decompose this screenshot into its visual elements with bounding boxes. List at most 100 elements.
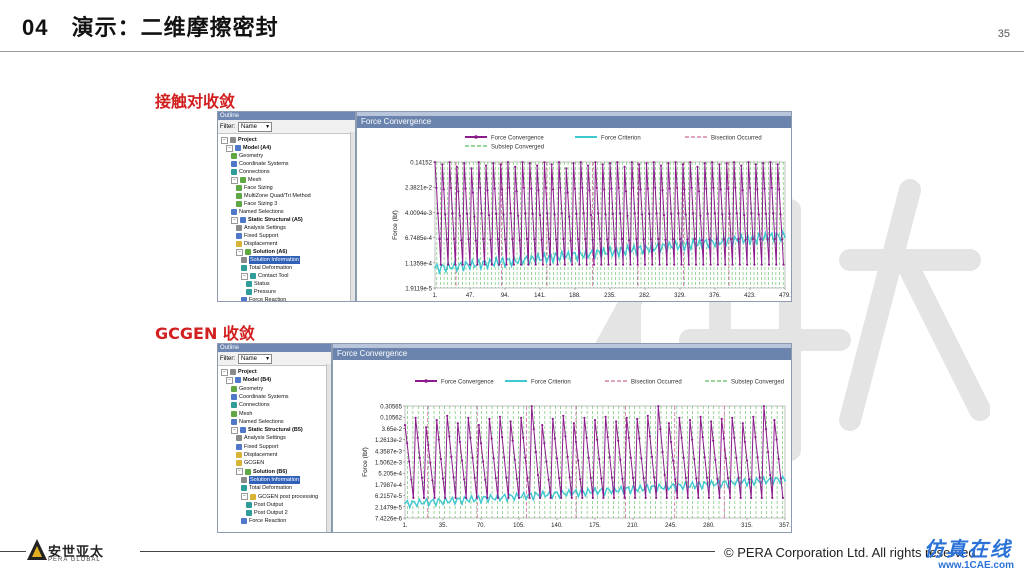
tree-item-geometry[interactable]: Geometry bbox=[231, 152, 263, 160]
tree-item-solution-information[interactable]: Solution Information bbox=[241, 256, 300, 264]
force-convergence-point bbox=[454, 263, 457, 266]
filter-dropdown[interactable]: Name ▼ bbox=[238, 353, 273, 364]
tree-item-displacement[interactable]: Displacement bbox=[236, 451, 277, 459]
tree-item-displacement[interactable]: Displacement bbox=[236, 240, 277, 248]
x-tick-label: 479. bbox=[779, 293, 791, 299]
tree-item-project[interactable]: − Project bbox=[221, 136, 257, 144]
force-convergence-point bbox=[471, 456, 474, 459]
force-convergence-point bbox=[638, 163, 641, 166]
force-convergence-point bbox=[667, 422, 670, 425]
tree-item-gcgen[interactable]: GCGEN bbox=[236, 459, 264, 467]
force-convergence-point bbox=[480, 212, 483, 215]
tree-item-total-deformation[interactable]: Total Deformation bbox=[241, 484, 292, 492]
tree-item-force-reaction[interactable]: Force Reaction bbox=[241, 296, 287, 302]
collapse-toggle-icon[interactable]: − bbox=[221, 368, 228, 376]
tree-item-named-selections[interactable]: Named Selections bbox=[231, 208, 284, 216]
collapse-toggle-icon[interactable]: − bbox=[241, 493, 248, 500]
tree-item-gcgen-post-processing[interactable]: − GCGEN post processing bbox=[241, 493, 318, 501]
force-convergence-point bbox=[722, 437, 725, 440]
force-convergence-point bbox=[751, 237, 754, 241]
force-convergence-point bbox=[572, 422, 575, 425]
tree-item-post-output[interactable]: Post Output bbox=[246, 501, 283, 509]
tree-item-contact-tool[interactable]: − Contact Tool bbox=[241, 272, 288, 280]
site-url[interactable]: www.1CAE.com bbox=[938, 560, 1014, 571]
tree-item-mesh[interactable]: Mesh bbox=[231, 410, 252, 418]
tree-item-label: Displacement bbox=[244, 452, 278, 458]
analysis-settings-icon bbox=[236, 435, 242, 442]
tree-item-face-sizing-3[interactable]: Face Sizing 3 bbox=[236, 200, 277, 208]
force-criterion-point bbox=[543, 252, 546, 255]
y-tick-label: 1.5062e-3 bbox=[375, 461, 403, 467]
force-convergence-point bbox=[606, 436, 609, 439]
force-convergence-point bbox=[509, 420, 512, 423]
tree-item-coordinate-systems[interactable]: Coordinate Systems bbox=[231, 160, 289, 168]
outline-scrollbar[interactable] bbox=[326, 364, 331, 532]
collapse-toggle-icon[interactable]: − bbox=[231, 176, 238, 184]
collapse-toggle-icon[interactable]: − bbox=[236, 248, 243, 256]
force-convergence-point bbox=[744, 238, 747, 241]
tree-item-static-structural-b5[interactable]: − Static Structural (B5) bbox=[231, 426, 303, 434]
collapse-toggle-icon[interactable]: − bbox=[221, 136, 228, 144]
tree-item-face-sizing[interactable]: Face Sizing bbox=[236, 184, 273, 192]
tree-item-label: Force Reaction bbox=[249, 297, 287, 302]
tree-item-force-reaction[interactable]: Force Reaction bbox=[241, 517, 286, 525]
tree-item-fixed-support[interactable]: Fixed Support bbox=[236, 443, 278, 451]
force-convergence-point bbox=[502, 213, 505, 216]
collapse-toggle-icon[interactable]: − bbox=[226, 144, 233, 152]
force-convergence-point bbox=[531, 212, 534, 215]
tree-item-status[interactable]: Status bbox=[246, 280, 270, 288]
tree-item-solution-a6[interactable]: − Solution (A6) bbox=[236, 248, 287, 256]
tree-item-project[interactable]: − Project bbox=[221, 368, 257, 376]
tree-item-named-selections[interactable]: Named Selections bbox=[231, 418, 284, 426]
tree-item-solution-b6[interactable]: − Solution (B6) bbox=[236, 468, 287, 476]
force-convergence-point bbox=[505, 476, 508, 479]
force-convergence-point bbox=[648, 212, 651, 215]
force-criterion-point bbox=[646, 484, 649, 486]
force-criterion-point bbox=[660, 486, 663, 489]
tree-item-static-structural-a5[interactable]: − Static Structural (A5) bbox=[231, 216, 303, 224]
tree-item-model-b4[interactable]: − Model (B4) bbox=[226, 376, 271, 384]
collapse-toggle-icon[interactable]: − bbox=[231, 426, 238, 434]
force-criterion-point bbox=[473, 266, 476, 268]
tree-item-multizone-quad-tri-method[interactable]: MultiZone Quad/Tri Method bbox=[236, 192, 311, 200]
tree-item-mesh[interactable]: − Mesh bbox=[231, 176, 261, 184]
force-convergence-point bbox=[712, 439, 715, 442]
command-icon bbox=[250, 493, 256, 500]
tree-item-label: Displacement bbox=[244, 241, 278, 247]
force-convergence-point bbox=[597, 212, 600, 215]
tree-item-fixed-support[interactable]: Fixed Support bbox=[236, 232, 278, 240]
force-convergence-point bbox=[737, 237, 740, 241]
tree-item-coordinate-systems[interactable]: Coordinate Systems bbox=[231, 393, 289, 401]
tree-item-pressure[interactable]: Pressure bbox=[246, 288, 276, 296]
tree-item-solution-information[interactable]: Solution Information bbox=[241, 475, 300, 484]
tree-item-total-deformation[interactable]: Total Deformation bbox=[241, 264, 292, 272]
force-convergence-point bbox=[551, 417, 554, 420]
tree-item-connections[interactable]: Connections bbox=[231, 168, 270, 176]
tree-item-label: Mesh bbox=[239, 410, 253, 417]
tree-item-analysis-settings[interactable]: Analysis Settings bbox=[236, 434, 286, 442]
force-convergence-point bbox=[691, 438, 694, 441]
force-convergence-point bbox=[772, 212, 775, 215]
tree-item-model-a4[interactable]: − Model (A4) bbox=[226, 144, 271, 152]
force-convergence-point bbox=[681, 163, 684, 166]
force-convergence-point bbox=[429, 461, 432, 464]
tree-item-geometry[interactable]: Geometry bbox=[231, 385, 263, 393]
force-criterion-point bbox=[608, 488, 611, 491]
force-criterion-point bbox=[522, 491, 525, 494]
solution-information-icon bbox=[241, 476, 247, 483]
collapse-toggle-icon[interactable]: − bbox=[226, 376, 233, 384]
collapse-toggle-icon[interactable]: − bbox=[231, 216, 238, 224]
force-convergence-point bbox=[589, 476, 592, 479]
force-convergence-point bbox=[724, 457, 727, 460]
tree-item-analysis-settings[interactable]: Analysis Settings bbox=[236, 224, 286, 232]
collapse-toggle-icon[interactable]: − bbox=[236, 468, 243, 476]
y-tick-label: 0.14152 bbox=[410, 161, 432, 167]
outline-scrollbar[interactable] bbox=[350, 132, 355, 301]
tree-item-connections[interactable]: Connections bbox=[231, 401, 270, 409]
tree-item-post-output-2[interactable]: Post Output 2 bbox=[246, 509, 288, 517]
legend-label: Bisection Occurred bbox=[711, 136, 762, 142]
filter-dropdown[interactable]: Name ▼ bbox=[238, 121, 273, 132]
collapse-toggle-icon[interactable]: − bbox=[241, 272, 248, 280]
force-convergence-point bbox=[619, 212, 622, 215]
force-reaction-icon bbox=[241, 518, 247, 525]
